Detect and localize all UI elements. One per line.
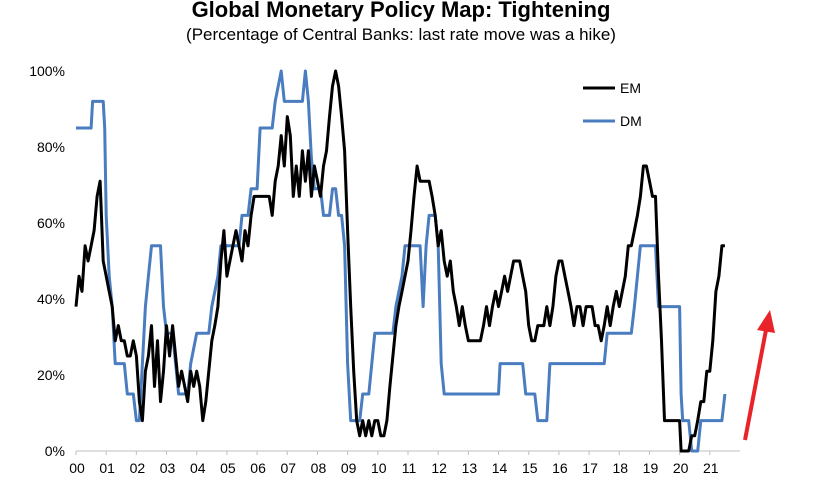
y-axis-ticks: 0% 20% 40% 60% 80% 100% <box>29 63 65 459</box>
x-tick-label: 01 <box>99 460 115 476</box>
series-line-em <box>74 69 725 453</box>
x-tick-label: 04 <box>190 460 206 476</box>
legend: EM DM <box>583 80 642 129</box>
x-tick-label: 09 <box>341 460 357 476</box>
annotation-arrow-shaft <box>743 329 768 441</box>
y-tick-label: 80% <box>37 139 65 155</box>
x-tick-label: 13 <box>462 460 478 476</box>
x-tick-label: 11 <box>402 460 417 476</box>
x-tick-label: 20 <box>673 460 689 476</box>
y-tick-label: 60% <box>37 215 65 231</box>
legend-em-label: EM <box>620 80 641 96</box>
x-tick-label: 08 <box>311 460 327 476</box>
x-tick-label: 14 <box>492 460 508 476</box>
x-tick-label: 19 <box>643 460 659 476</box>
y-tick-label: 40% <box>37 291 65 307</box>
chart-subtitle: (Percentage of Central Banks: last rate … <box>186 25 616 44</box>
legend-dm-label: DM <box>620 113 642 129</box>
annotation-arrow-head <box>757 310 775 333</box>
annotation-arrow <box>743 310 775 441</box>
x-tick-label: 06 <box>250 460 266 476</box>
series-line-dm <box>76 69 727 453</box>
x-tick-label: 10 <box>371 460 387 476</box>
y-tick-label: 100% <box>29 63 65 79</box>
x-axis-ticks: 00 01 02 03 04 05 06 07 08 09 10 11 12 13 14 15 16 17 18 19… <box>69 451 719 476</box>
x-tick-label: 16 <box>552 460 568 476</box>
series-layer <box>74 69 727 453</box>
x-tick-label: 05 <box>220 460 236 476</box>
x-tick-label: 15 <box>522 460 538 476</box>
x-tick-label: 18 <box>612 460 628 476</box>
y-tick-label: 0% <box>45 443 65 459</box>
chart-title: Global Monetary Policy Map: Tightening <box>192 0 611 22</box>
x-tick-label: 21 <box>703 460 719 476</box>
x-tick-label: 03 <box>160 460 176 476</box>
x-tick-label: 12 <box>431 460 447 476</box>
x-tick-label: 00 <box>69 460 85 476</box>
x-tick-label: 07 <box>280 460 296 476</box>
x-tick-label: 02 <box>130 460 146 476</box>
y-tick-label: 20% <box>37 367 65 383</box>
x-tick-label: 17 <box>582 460 598 476</box>
